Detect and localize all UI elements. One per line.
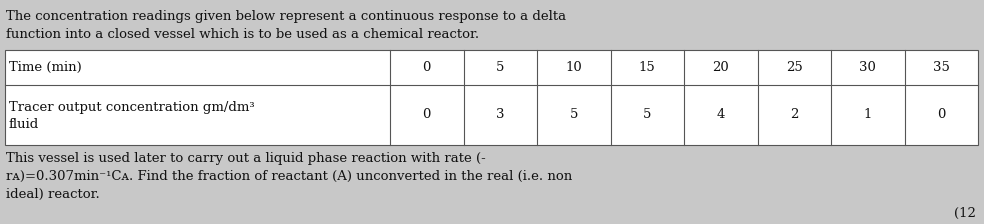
Bar [5, 50, 978, 145]
Text: The concentration readings given below represent a continuous response to a delt: The concentration readings given below r… [6, 10, 566, 23]
Text: fluid: fluid [9, 118, 39, 131]
Text: 5: 5 [570, 108, 578, 121]
Text: 20: 20 [712, 61, 729, 74]
Text: 0: 0 [422, 108, 431, 121]
Text: Time (min): Time (min) [9, 61, 82, 74]
Text: This vessel is used later to carry out a liquid phase reaction with rate (-: This vessel is used later to carry out a… [6, 152, 486, 165]
Text: 25: 25 [786, 61, 803, 74]
Text: 5: 5 [496, 61, 505, 74]
Text: (12: (12 [954, 207, 976, 220]
Text: 35: 35 [933, 61, 950, 74]
Text: 0: 0 [937, 108, 946, 121]
Text: 4: 4 [716, 108, 725, 121]
Text: Tracer output concentration gm/dm³: Tracer output concentration gm/dm³ [9, 101, 255, 114]
Text: rᴀ)=0.307min⁻¹Cᴀ. Find the fraction of reactant (A) unconverted in the real (i.e: rᴀ)=0.307min⁻¹Cᴀ. Find the fraction of r… [6, 170, 573, 183]
Text: 10: 10 [566, 61, 583, 74]
Text: ideal) reactor.: ideal) reactor. [6, 188, 99, 201]
Text: 15: 15 [639, 61, 655, 74]
Text: 1: 1 [864, 108, 872, 121]
Text: 2: 2 [790, 108, 798, 121]
Text: 30: 30 [859, 61, 876, 74]
Text: 5: 5 [644, 108, 651, 121]
Text: 3: 3 [496, 108, 505, 121]
Text: 0: 0 [422, 61, 431, 74]
Text: function into a closed vessel which is to be used as a chemical reactor.: function into a closed vessel which is t… [6, 28, 479, 41]
